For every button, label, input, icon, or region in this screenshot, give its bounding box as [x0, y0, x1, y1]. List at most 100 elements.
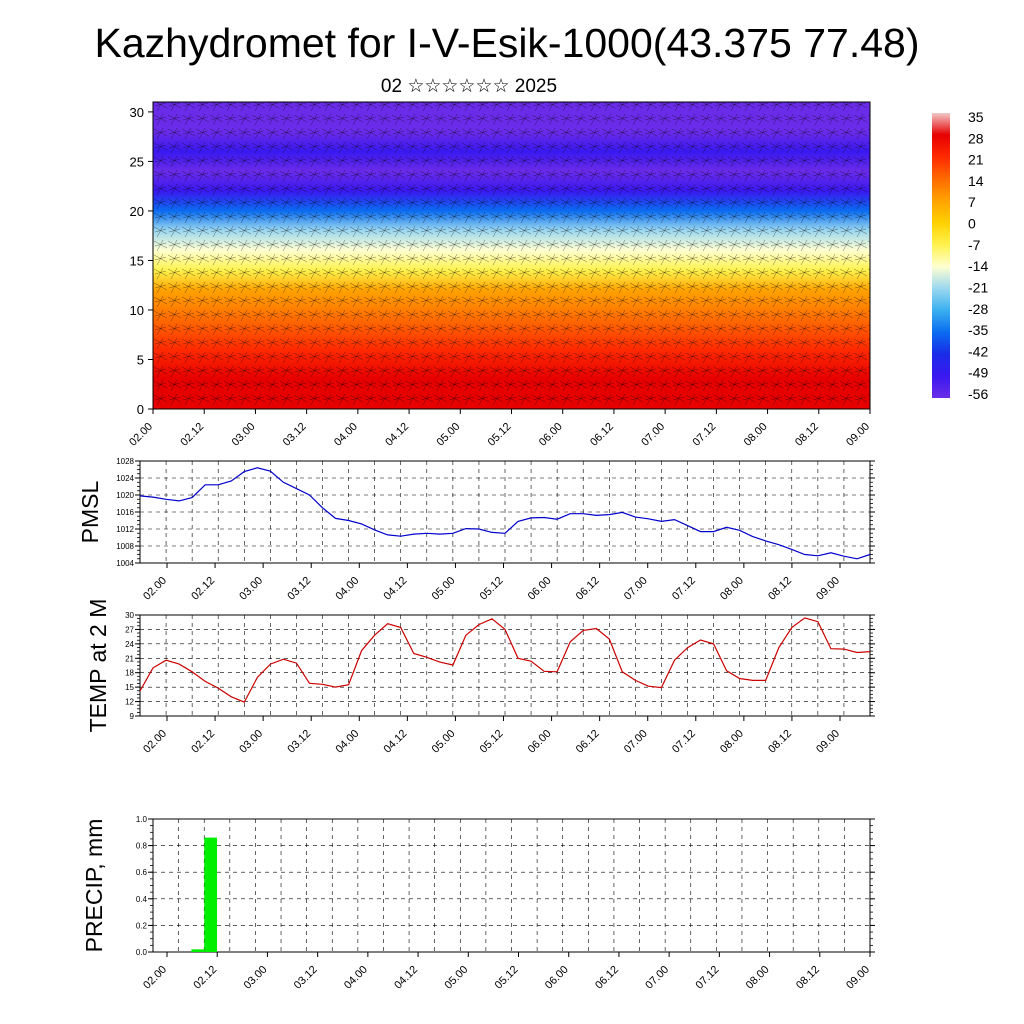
precip-panel: 0.0 0.2 0.4 0.6 0.8 1.0 PRECIP, mm 02.00 02.12 03… — [81, 815, 875, 992]
x-tick-label: 03.00 — [237, 728, 265, 756]
y-tick-label: 30 — [125, 611, 134, 620]
x-tick-label: 02.00 — [127, 421, 155, 449]
x-tick-label: 04.00 — [342, 964, 370, 992]
y-tick-label: 1020 — [116, 491, 134, 500]
chart-subtitle: 02 ☆☆☆☆☆☆ 2025 — [381, 76, 557, 97]
x-tick-label: 07.00 — [639, 421, 667, 449]
y-tick-label: 15 — [125, 683, 134, 692]
colorbar-label: -42 — [968, 343, 988, 359]
x-tick-label: 07.00 — [622, 728, 650, 756]
x-tick-label: 04.00 — [333, 728, 361, 756]
y-tick-label: 0.6 — [136, 868, 148, 877]
colorbar-label: 21 — [968, 152, 984, 168]
x-tick-label: 05.00 — [434, 421, 462, 449]
x-tick-label: 03.00 — [237, 575, 265, 603]
colorbar-label: 7 — [968, 194, 976, 210]
x-tick-label: 05.12 — [478, 575, 506, 603]
x-tick-label: 06.00 — [543, 964, 571, 992]
y-tick-label: 0.0 — [136, 948, 148, 957]
x-tick-label: 08.00 — [742, 421, 770, 449]
x-tick-label: 03.12 — [281, 421, 309, 449]
x-tick-label: 05.12 — [478, 728, 506, 756]
y-tick-label: 9 — [130, 712, 135, 721]
x-tick-label: 05.00 — [430, 575, 458, 603]
x-tick-label: 09.00 — [814, 575, 842, 603]
x-tick-label: 02.00 — [141, 964, 169, 992]
y-tick-label: 24 — [125, 640, 134, 649]
y-tick-label: 1012 — [116, 525, 134, 534]
x-tick-label: 06.00 — [526, 728, 554, 756]
x-tick-label: 04.00 — [332, 421, 360, 449]
colorbar: 35 28 21 14 7 0 -7 -14 -21 -28 -35 -42 -49 -56 — [932, 109, 988, 402]
colorbar-label: 28 — [968, 130, 984, 146]
y-axis-label: PMSL — [77, 480, 103, 543]
colorbar-label: -7 — [968, 237, 981, 253]
x-tick-label: 05.00 — [442, 964, 470, 992]
colorbar-label: -56 — [968, 386, 988, 402]
y-tick-label: 10 — [130, 303, 144, 318]
y-axis-label: TEMP at 2 M — [85, 599, 111, 733]
y-tick-label: 1024 — [116, 474, 134, 483]
pmsl-panel: 1004 1008 1012 1016 1020 1024 1028 PMSL 02.00 02.… — [77, 457, 875, 603]
x-tick-label: 02.12 — [189, 728, 217, 756]
y-tick-label: 18 — [125, 669, 134, 678]
x-tick-label: 05.12 — [486, 421, 514, 449]
x-tick-label: 08.00 — [744, 964, 772, 992]
x-tick-label: 06.12 — [593, 964, 621, 992]
x-tick-label: 06.00 — [526, 575, 554, 603]
colorbar-label: -35 — [968, 322, 988, 338]
chart-title: Kazhydromet for I-V-Esik-1000(43.375 77.… — [95, 20, 920, 66]
x-tick-label: 06.12 — [588, 421, 616, 449]
x-tick-label: 03.00 — [230, 421, 258, 449]
y-tick-label: 20 — [130, 204, 144, 219]
x-tick-label: 09.00 — [814, 728, 842, 756]
x-tick-label: 09.00 — [844, 964, 872, 992]
series-line — [139, 617, 871, 703]
x-tick-label: 02.12 — [191, 964, 219, 992]
y-axis-label: PRECIP, mm — [81, 819, 107, 953]
colorbar-label: 0 — [968, 216, 976, 232]
x-tick-label: 03.00 — [242, 964, 270, 992]
x-tick-label: 06.12 — [574, 728, 602, 756]
x-tick-label: 04.12 — [383, 421, 411, 449]
x-tick-label: 07.00 — [643, 964, 671, 992]
x-tick-label: 04.12 — [392, 964, 420, 992]
x-tick-label: 03.12 — [292, 964, 320, 992]
y-tick-label: 30 — [130, 105, 144, 120]
x-tick-label: 08.12 — [794, 964, 822, 992]
x-tick-label: 08.00 — [718, 575, 746, 603]
x-tick-label: 02.12 — [178, 421, 206, 449]
x-tick-label: 02.12 — [189, 575, 217, 603]
cross-section-panel: 0 5 10 15 20 25 30 02.00 02.12 03.00 03.12 04.00 04.… — [127, 101, 872, 449]
x-tick-label: 02.00 — [141, 728, 169, 756]
colorbar-label: 14 — [968, 173, 984, 189]
y-tick-label: 27 — [125, 625, 134, 634]
x-tick-label: 08.12 — [766, 575, 794, 603]
x-tick-label: 07.12 — [670, 575, 698, 603]
y-tick-label: 25 — [130, 154, 144, 169]
x-tick-label: 07.12 — [691, 421, 719, 449]
precip-bar — [191, 949, 205, 952]
y-tick-label: 1004 — [116, 559, 134, 568]
y-tick-label: 1028 — [116, 457, 134, 466]
x-tick-label: 03.12 — [285, 728, 313, 756]
x-tick-label: 08.12 — [793, 421, 821, 449]
x-tick-label: 05.12 — [493, 964, 521, 992]
y-tick-label: 0.2 — [136, 921, 148, 930]
y-tick-label: 21 — [125, 654, 134, 663]
colorbar-label: -21 — [968, 279, 988, 295]
x-tick-label: 06.00 — [537, 421, 565, 449]
colorbar-label: -49 — [968, 365, 988, 381]
x-tick-label: 07.00 — [622, 575, 650, 603]
colorbar-label: -28 — [968, 301, 988, 317]
temp-panel: 9 12 15 18 21 24 27 30 TEMP at 2 M 02.00 02.12 03.0… — [85, 599, 875, 756]
x-tick-label: 07.12 — [670, 728, 698, 756]
x-tick-label: 04.00 — [333, 575, 361, 603]
y-tick-label: 1.0 — [136, 815, 148, 824]
x-tick-label: 04.12 — [382, 728, 410, 756]
x-tick-label: 06.12 — [574, 575, 602, 603]
x-tick-label: 05.00 — [430, 728, 458, 756]
wind-vectors — [153, 102, 870, 409]
y-tick-label: 0 — [137, 402, 144, 417]
x-tick-label: 07.12 — [694, 964, 722, 992]
